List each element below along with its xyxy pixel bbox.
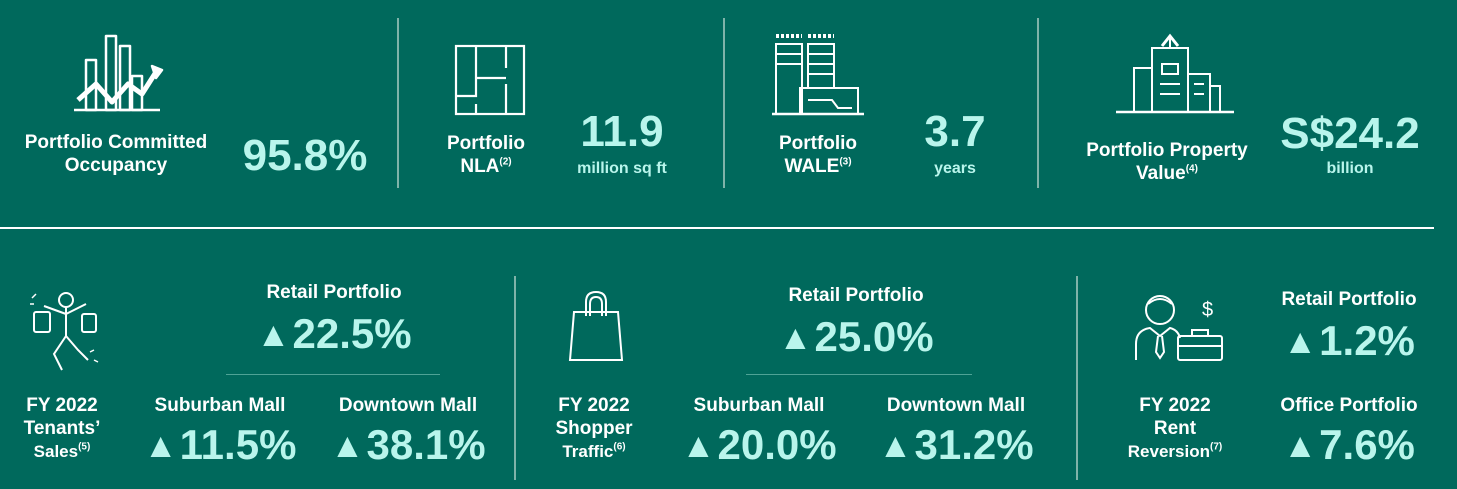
- bar-chart-trend-icon: [74, 34, 164, 112]
- sales-label: FY 2022 Tenants’ Sales(5): [23, 395, 101, 462]
- sales-retail-value: ▲22.5%: [256, 310, 412, 357]
- divider: [1037, 18, 1039, 188]
- property-value-unit: billion: [1326, 160, 1374, 177]
- shopping-bag-icon: [568, 290, 624, 361]
- traffic-label: FY 2022 Shopper Traffic(6): [555, 395, 633, 462]
- divider: [397, 18, 399, 188]
- property-value-label: Portfolio Property Value(4): [1086, 140, 1248, 184]
- rent-office-label: Office Portfolio: [1280, 395, 1418, 416]
- traffic-suburban-label: Suburban Mall: [693, 395, 825, 416]
- wale-label: Portfolio WALE(3): [778, 133, 858, 177]
- businessman-icon: $: [1135, 295, 1223, 361]
- sales-downtown-value: ▲38.1%: [330, 421, 486, 468]
- traffic-downtown-label: Downtown Mall: [886, 395, 1026, 416]
- sales-retail-label: Retail Portfolio: [266, 282, 402, 303]
- property-value-value: S$24.2: [1280, 109, 1420, 158]
- traffic-downtown-value: ▲31.2%: [878, 421, 1034, 468]
- divider: [1076, 276, 1078, 480]
- occupancy-label: Portfolio Committed Occupancy: [24, 132, 208, 176]
- sales-suburban-value: ▲11.5%: [143, 421, 297, 468]
- buildings-icon: [772, 34, 864, 116]
- wale-value: 3.7: [924, 107, 986, 156]
- sales-thin-divider: [226, 374, 440, 375]
- rent-retail-value: ▲1.2%: [1283, 317, 1415, 364]
- sales-downtown-label: Downtown Mall: [338, 395, 478, 416]
- nla-unit: million sq ft: [577, 160, 667, 177]
- divider: [514, 276, 516, 480]
- rent-retail-label: Retail Portfolio: [1281, 289, 1417, 310]
- skyline-icon: [1116, 33, 1234, 114]
- traffic-retail-value: ▲25.0%: [778, 313, 934, 360]
- shopper-icon: [30, 292, 99, 371]
- sales-suburban-label: Suburban Mall: [154, 395, 286, 416]
- traffic-thin-divider: [746, 374, 972, 375]
- svg-text:$: $: [1202, 299, 1213, 321]
- wale-unit: years: [934, 160, 976, 177]
- traffic-suburban-value: ▲20.0%: [681, 421, 837, 468]
- nla-value: 11.9: [580, 107, 664, 156]
- rent-office-value: ▲7.6%: [1283, 421, 1415, 468]
- occupancy-value: 95.8%: [242, 131, 368, 180]
- traffic-retail-label: Retail Portfolio: [788, 285, 924, 306]
- divider: [723, 18, 725, 188]
- nla-label: Portfolio NLA(2): [446, 133, 526, 177]
- floor-plan-icon: [454, 44, 526, 116]
- rent-label: FY 2022 Rent Reversion(7): [1127, 395, 1223, 462]
- section-divider: [0, 227, 1434, 229]
